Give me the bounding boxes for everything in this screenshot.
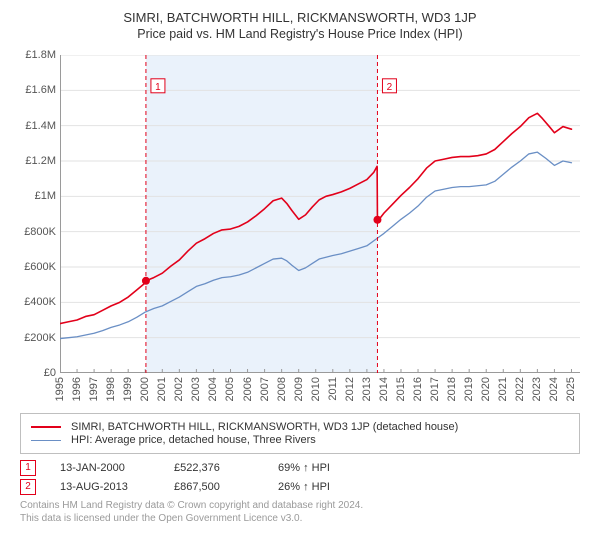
y-tick-label: £1.2M	[12, 155, 56, 167]
svg-text:2: 2	[387, 82, 393, 93]
x-tick-label: 2010	[310, 377, 322, 401]
x-tick-label: 2023	[531, 377, 543, 401]
legend-label: SIMRI, BATCHWORTH HILL, RICKMANSWORTH, W…	[71, 421, 458, 433]
y-tick-label: £1.4M	[12, 120, 56, 132]
x-tick-label: 2003	[190, 377, 202, 401]
x-tick-label: 2021	[497, 377, 509, 401]
transaction-pct: 26% ↑ HPI	[278, 481, 338, 493]
x-tick-label: 2024	[548, 377, 560, 401]
x-tick-label: 1999	[122, 377, 134, 401]
y-tick-label: £400K	[12, 296, 56, 308]
x-tick-label: 2000	[139, 377, 151, 401]
x-tick-label: 2013	[361, 377, 373, 401]
x-tick-label: 2007	[259, 377, 271, 401]
legend-swatch	[31, 426, 61, 428]
x-tick-label: 1995	[54, 377, 66, 401]
transaction-price: £522,376	[174, 462, 254, 474]
x-tick-label: 1998	[105, 377, 117, 401]
transaction-row: 1 13-JAN-2000 £522,376 69% ↑ HPI	[20, 460, 580, 476]
x-tick-label: 2022	[514, 377, 526, 401]
transaction-marker: 1	[20, 460, 36, 476]
x-tick-label: 2025	[565, 377, 577, 401]
y-tick-label: £1M	[12, 190, 56, 202]
transaction-marker: 2	[20, 479, 36, 495]
transactions-table: 1 13-JAN-2000 £522,376 69% ↑ HPI 2 13-AUG-201…	[20, 460, 580, 495]
chart-title: SIMRI, BATCHWORTH HILL, RICKMANSWORTH, W…	[12, 10, 588, 25]
x-tick-label: 2017	[429, 377, 441, 401]
legend-item: SIMRI, BATCHWORTH HILL, RICKMANSWORTH, W…	[31, 421, 569, 433]
legend-item: HPI: Average price, detached house, Thre…	[31, 434, 569, 446]
chart-legend: SIMRI, BATCHWORTH HILL, RICKMANSWORTH, W…	[20, 413, 580, 454]
y-tick-label: £0	[12, 367, 56, 379]
legend-label: HPI: Average price, detached house, Thre…	[71, 434, 316, 446]
y-tick-label: £800K	[12, 226, 56, 238]
x-tick-label: 2009	[293, 377, 305, 401]
footer-line-1: Contains HM Land Registry data © Crown c…	[20, 499, 580, 512]
x-tick-label: 2005	[224, 377, 236, 401]
x-tick-label: 2018	[446, 377, 458, 401]
y-tick-label: £1.6M	[12, 84, 56, 96]
transaction-date: 13-JAN-2000	[60, 462, 150, 474]
x-tick-label: 2012	[344, 377, 356, 401]
x-tick-label: 2014	[378, 377, 390, 401]
transaction-row: 2 13-AUG-2013 £867,500 26% ↑ HPI	[20, 479, 580, 495]
transaction-date: 13-AUG-2013	[60, 481, 150, 493]
svg-text:1: 1	[155, 82, 161, 93]
chart-subtitle: Price paid vs. HM Land Registry's House …	[12, 27, 588, 41]
x-tick-label: 2020	[480, 377, 492, 401]
y-tick-label: £600K	[12, 261, 56, 273]
figure-container: SIMRI, BATCHWORTH HILL, RICKMANSWORTH, W…	[0, 0, 600, 531]
x-tick-label: 1996	[71, 377, 83, 401]
x-tick-label: 2001	[156, 377, 168, 401]
x-tick-label: 2019	[463, 377, 475, 401]
x-tick-label: 2004	[207, 377, 219, 401]
x-tick-label: 2015	[395, 377, 407, 401]
x-tick-label: 2002	[173, 377, 185, 401]
legend-swatch	[31, 440, 61, 441]
x-tick-label: 1997	[88, 377, 100, 401]
transaction-pct: 69% ↑ HPI	[278, 462, 338, 474]
chart-plot: 12	[60, 55, 580, 373]
y-tick-label: £1.8M	[12, 49, 56, 61]
y-tick-label: £200K	[12, 332, 56, 344]
chart-area: 12 £0£200K£400K£600K£800K£1M£1.2M£1.4M£1…	[12, 49, 588, 409]
transaction-price: £867,500	[174, 481, 254, 493]
x-tick-label: 2011	[327, 377, 339, 401]
x-tick-label: 2008	[276, 377, 288, 401]
footer-attribution: Contains HM Land Registry data © Crown c…	[20, 499, 580, 525]
x-tick-label: 2006	[242, 377, 254, 401]
footer-line-2: This data is licensed under the Open Gov…	[20, 512, 580, 525]
x-tick-label: 2016	[412, 377, 424, 401]
